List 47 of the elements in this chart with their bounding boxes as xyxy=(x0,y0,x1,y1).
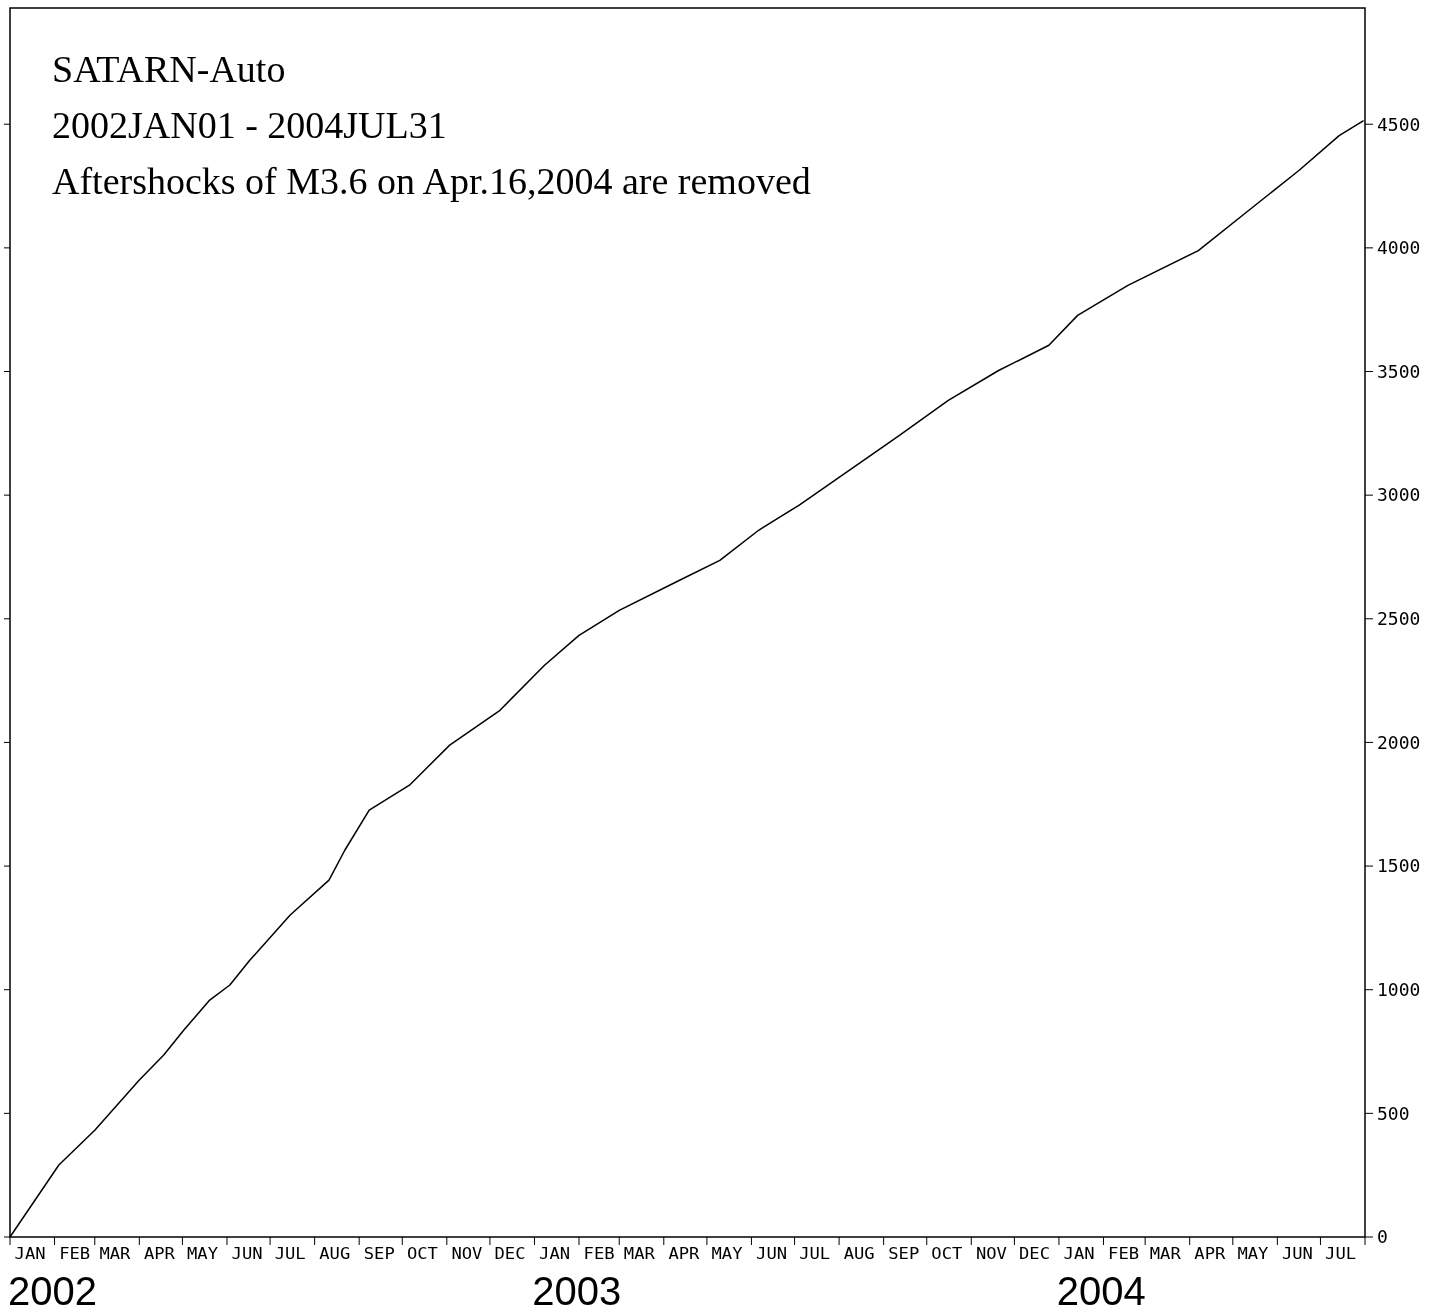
x-tick-label: JAN xyxy=(14,1244,46,1263)
x-tick-label: JUL xyxy=(1325,1244,1357,1263)
x-tick-label: APR xyxy=(668,1244,700,1263)
text: 2003 xyxy=(532,1269,622,1311)
x-tick-label: MAY xyxy=(187,1244,219,1263)
x-tick-label: APR xyxy=(143,1244,176,1263)
x-tick-label: MAR xyxy=(1149,1244,1182,1263)
y-tick-label: 3500 xyxy=(1377,360,1421,382)
x-tick-label: AUG xyxy=(843,1244,875,1263)
x-tick-label: SEP xyxy=(888,1244,920,1263)
y-tick-label: 4500 xyxy=(1377,113,1421,135)
text: 2002JAN01 - 2004JUL31 xyxy=(52,104,447,146)
x-tick-label: JUN xyxy=(1281,1244,1313,1263)
text: 2004 xyxy=(1056,1269,1146,1311)
x-tick-label: OCT xyxy=(406,1244,439,1263)
text: SATARN-Auto xyxy=(52,48,286,90)
x-tick-label: JAN xyxy=(539,1244,571,1263)
y-tick-label: 1500 xyxy=(1377,855,1421,877)
x-tick-label: FEB xyxy=(583,1244,615,1263)
x-tick-label: OCT xyxy=(931,1244,963,1263)
y-tick-label: 1000 xyxy=(1377,979,1421,1001)
x-tick-label: JAN xyxy=(1063,1244,1095,1263)
x-tick-label: JUL xyxy=(274,1244,306,1263)
y-tick-label: 4000 xyxy=(1377,237,1421,259)
x-tick-label: MAR xyxy=(623,1244,656,1263)
x-tick-label: NOV xyxy=(451,1244,483,1263)
x-tick-label: FEB xyxy=(59,1244,91,1263)
y-tick-label: 3000 xyxy=(1377,484,1421,506)
x-tick-label: SEP xyxy=(363,1244,395,1263)
y-tick-label: 2000 xyxy=(1377,731,1421,753)
y-tick-label: 500 xyxy=(1377,1102,1410,1124)
x-tick-label: MAY xyxy=(711,1244,743,1263)
x-tick-label: FEB xyxy=(1108,1244,1140,1263)
y-tick-label: 0 xyxy=(1377,1226,1388,1248)
x-tick-label: AUG xyxy=(319,1244,351,1263)
x-tick-label: APR xyxy=(1194,1244,1226,1263)
x-tick-label: DEC xyxy=(1019,1244,1051,1263)
x-tick-label: JUN xyxy=(231,1244,263,1263)
x-tick-label: DEC xyxy=(494,1244,526,1263)
x-tick-label: MAR xyxy=(99,1244,131,1263)
x-tick-label: NOV xyxy=(975,1244,1008,1263)
x-tick-label: JUL xyxy=(799,1244,831,1263)
y-tick-label: 2500 xyxy=(1377,608,1421,630)
text: 2002 xyxy=(7,1269,97,1311)
annotation: Aftershocks of M3.6 on Apr.16,2004 are removed xyxy=(52,160,811,202)
x-tick-label: MAY xyxy=(1237,1244,1269,1263)
x-tick-label: JUN xyxy=(756,1244,788,1263)
